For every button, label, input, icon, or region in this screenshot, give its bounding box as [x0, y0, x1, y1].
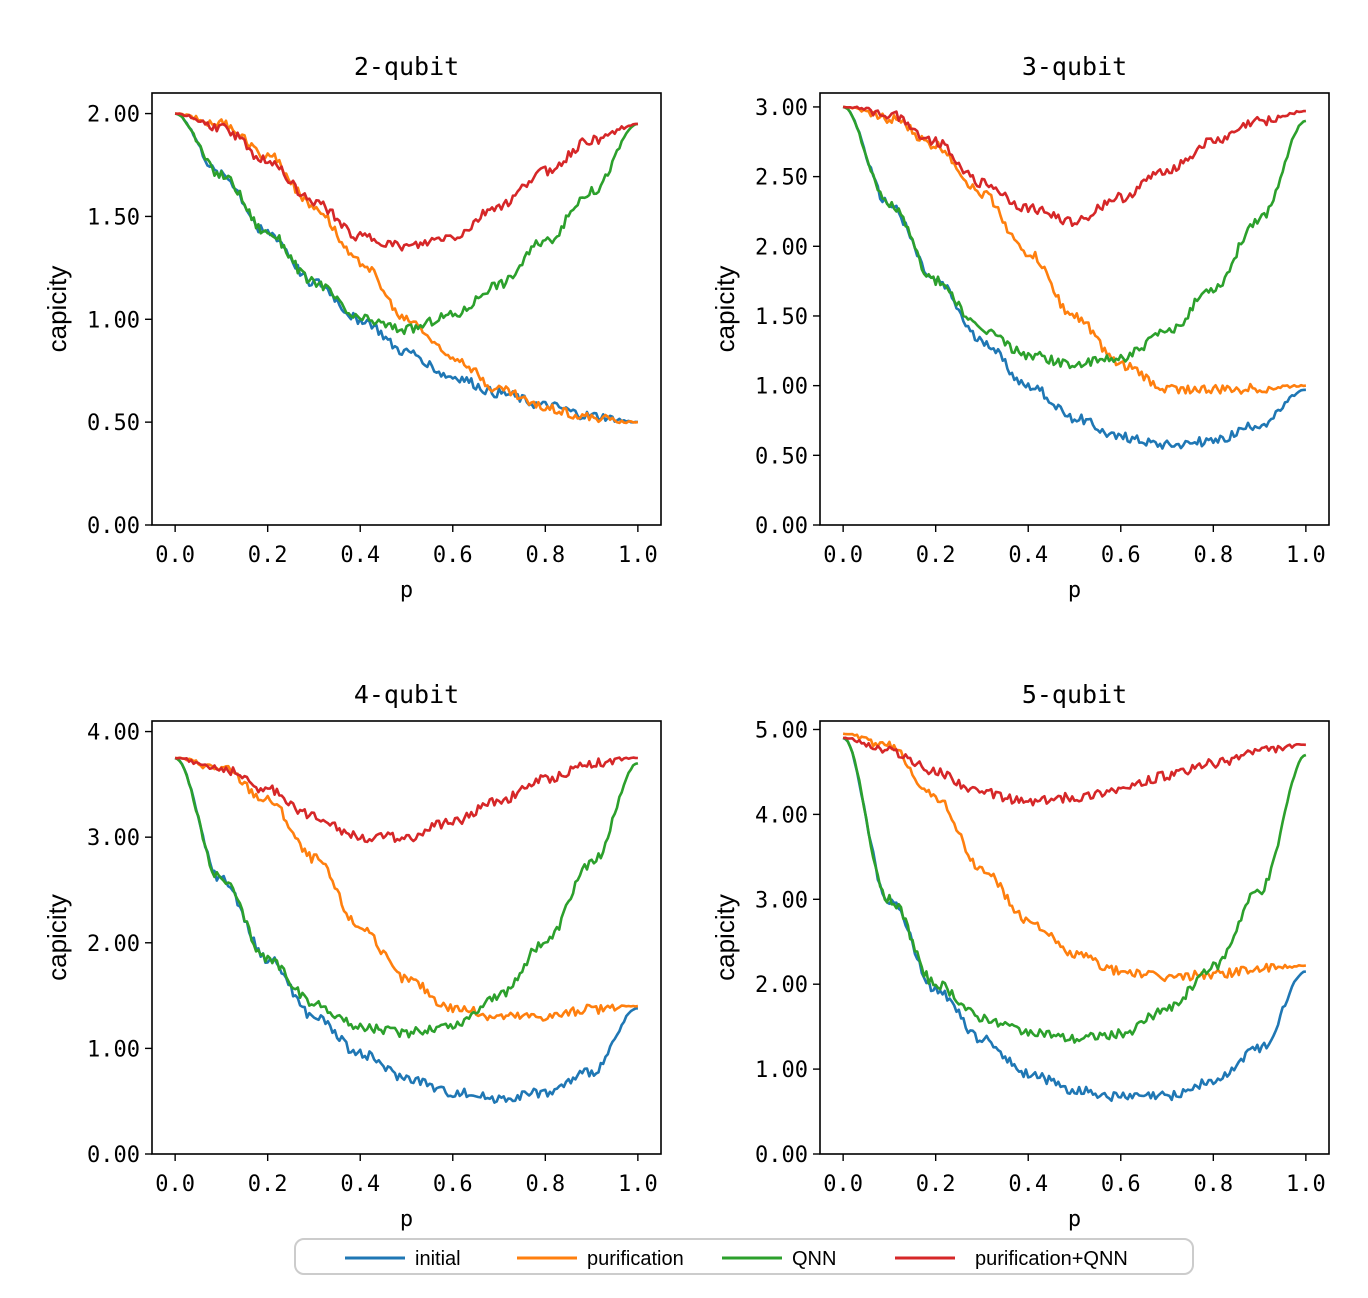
y-tick-label: 0.00 [755, 1143, 808, 1168]
series-line-qnn [842, 105, 1307, 370]
axes-frame [151, 92, 662, 526]
y-tick-label: 0.00 [87, 1143, 140, 1168]
panel-5-qubit: 5-qubit 0.0 0.2 0.4 0.6 0.8 1.0 0.00 1.00 2.00 3.0… [710, 680, 1330, 1232]
y-tick-label: 2.50 [755, 166, 808, 191]
legend-label-purification: purification [587, 1248, 684, 1270]
series-line-qnn [174, 756, 639, 1039]
legend-entry-qnn: QNN [722, 1248, 836, 1270]
y-tick-label: 3.00 [87, 826, 140, 851]
x-tick-label: 0.2 [916, 1172, 956, 1197]
y-tick-label: 1.00 [755, 1058, 808, 1083]
x-tick-label: 0.4 [340, 1172, 380, 1197]
series-line-purification [842, 732, 1307, 983]
x-tick-label: 0.0 [155, 543, 195, 568]
y-tick-label: 2.00 [755, 973, 808, 998]
series-line-initial [174, 756, 639, 1104]
series-group [174, 756, 639, 1104]
x-tick-label: 0.8 [1193, 543, 1233, 568]
panel-title: 5-qubit [1022, 680, 1127, 709]
legend-entry-purification-qnn: purification+QNN [895, 1248, 1128, 1270]
legend-entry-initial: initial [345, 1248, 461, 1270]
y-tick-label: 4.00 [755, 803, 808, 828]
y-tick-label: 4.00 [87, 721, 140, 746]
series-group [174, 112, 639, 425]
x-tick-label: 0.8 [1193, 1172, 1233, 1197]
series-group [842, 105, 1307, 450]
panels-group: 2-qubit 0.0 0.2 0.4 0.6 0.8 1.0 0.00 0.50 1.00 1.5… [42, 52, 1330, 1232]
y-tick-label: 1.50 [87, 205, 140, 230]
y-tick-label: 1.50 [755, 305, 808, 330]
axes-frame [819, 720, 1330, 1155]
series-line-purification-qnn [842, 105, 1306, 227]
panel-3-qubit: 3-qubit 0.0 0.2 0.4 0.6 0.8 1.0 0.00 0.50 1.00 1.5… [710, 52, 1330, 603]
legend-entry-purification: purification [517, 1248, 684, 1270]
panel-4-qubit: 4-qubit 0.0 0.2 0.4 0.6 0.8 1.0 0.00 1.00 2.00 3.0… [42, 680, 662, 1232]
series-line-purification [175, 112, 639, 425]
x-axis-label: p [400, 1207, 413, 1232]
y-tick-label: 2.00 [87, 103, 140, 128]
x-tick-label: 0.0 [155, 1172, 195, 1197]
x-tick-label: 1.0 [1286, 543, 1326, 568]
y-tick-label: 0.00 [87, 514, 140, 539]
x-tick-label: 0.8 [525, 1172, 565, 1197]
x-tick-label: 0.0 [823, 1172, 863, 1197]
series-line-purification-qnn [842, 736, 1306, 807]
y-tick-label: 2.00 [87, 932, 140, 957]
series-line-purification [174, 756, 639, 1022]
x-tick-label: 0.6 [1101, 1172, 1141, 1197]
x-tick-label: 0.6 [433, 543, 473, 568]
y-tick-label: 3.00 [755, 96, 808, 121]
legend-label-qnn: QNN [792, 1248, 836, 1270]
panel-2-qubit: 2-qubit 0.0 0.2 0.4 0.6 0.8 1.0 0.00 0.50 1.00 1.5… [42, 52, 662, 603]
series-line-initial [842, 105, 1306, 450]
y-axis-label: capicity [42, 266, 72, 353]
x-axis-label: p [1068, 1207, 1081, 1232]
x-axis-label: p [400, 578, 413, 603]
y-tick-label: 0.00 [755, 514, 808, 539]
series-line-initial [174, 112, 639, 424]
axes-frame [819, 92, 1330, 526]
x-tick-label: 1.0 [618, 543, 658, 568]
x-tick-label: 0.2 [248, 543, 288, 568]
x-tick-label: 0.4 [340, 543, 380, 568]
x-tick-label: 0.6 [1101, 543, 1141, 568]
y-tick-label: 2.00 [755, 235, 808, 260]
series-line-purification-qnn [174, 756, 638, 844]
legend-label-initial: initial [415, 1248, 461, 1270]
x-tick-label: 0.0 [823, 543, 863, 568]
y-tick-label: 1.00 [87, 308, 140, 333]
legend-label-purification-qnn: purification+QNN [975, 1248, 1128, 1270]
y-tick-label: 0.50 [87, 411, 140, 436]
y-tick-label: 0.50 [755, 444, 808, 469]
y-axis-label: capicity [710, 894, 740, 981]
series-line-purification-qnn [174, 112, 638, 252]
x-tick-label: 1.0 [618, 1172, 658, 1197]
series-line-qnn [842, 736, 1307, 1044]
panel-title: 3-qubit [1022, 52, 1127, 81]
x-tick-label: 0.6 [433, 1172, 473, 1197]
y-tick-label: 5.00 [755, 718, 808, 743]
x-tick-label: 0.2 [916, 543, 956, 568]
x-tick-label: 1.0 [1286, 1172, 1326, 1197]
y-tick-label: 3.00 [755, 888, 808, 913]
x-tick-label: 0.4 [1008, 1172, 1048, 1197]
x-tick-label: 0.2 [248, 1172, 288, 1197]
x-tick-label: 0.8 [525, 543, 565, 568]
y-tick-label: 1.00 [755, 375, 808, 400]
panel-title: 2-qubit [354, 52, 459, 81]
x-axis-label: p [1068, 578, 1081, 603]
y-tick-label: 1.00 [87, 1037, 140, 1062]
series-group [842, 732, 1307, 1102]
legend: initial purification QNN purification+QN… [294, 1238, 1194, 1275]
axes-frame [151, 720, 662, 1155]
panel-title: 4-qubit [354, 680, 459, 709]
x-tick-label: 0.4 [1008, 543, 1048, 568]
y-axis-label: capicity [710, 266, 740, 353]
series-line-initial [842, 736, 1307, 1102]
y-axis-label: capicity [42, 894, 72, 981]
series-line-qnn [174, 112, 639, 336]
